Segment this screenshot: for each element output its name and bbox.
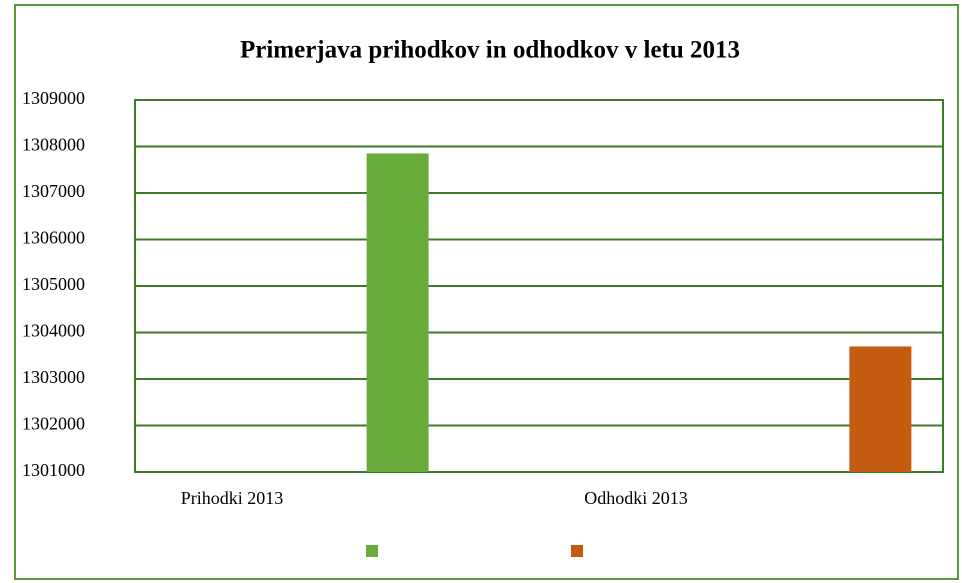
x-tick-label: Odhodki 2013 bbox=[584, 488, 688, 508]
chart-frame bbox=[14, 4, 959, 580]
chart-title: Primerjava prihodkov in odhodkov v letu … bbox=[240, 37, 740, 64]
y-tick-label: 1302000 bbox=[22, 414, 85, 434]
y-tick-label: 1301000 bbox=[22, 460, 85, 480]
y-tick-label: 1303000 bbox=[22, 367, 85, 387]
y-tick-label: 1304000 bbox=[22, 321, 85, 341]
x-tick-label: Prihodki 2013 bbox=[181, 488, 284, 508]
bar bbox=[366, 153, 429, 472]
y-tick-label: 1306000 bbox=[22, 228, 85, 248]
y-tick-label: 1307000 bbox=[22, 181, 85, 201]
y-tick-label: 1309000 bbox=[22, 88, 85, 108]
y-tick-label: 1308000 bbox=[22, 135, 85, 155]
legend-marker bbox=[571, 545, 583, 557]
y-tick-label: 1305000 bbox=[22, 274, 85, 294]
legend-marker bbox=[366, 545, 378, 557]
bar bbox=[849, 346, 912, 472]
